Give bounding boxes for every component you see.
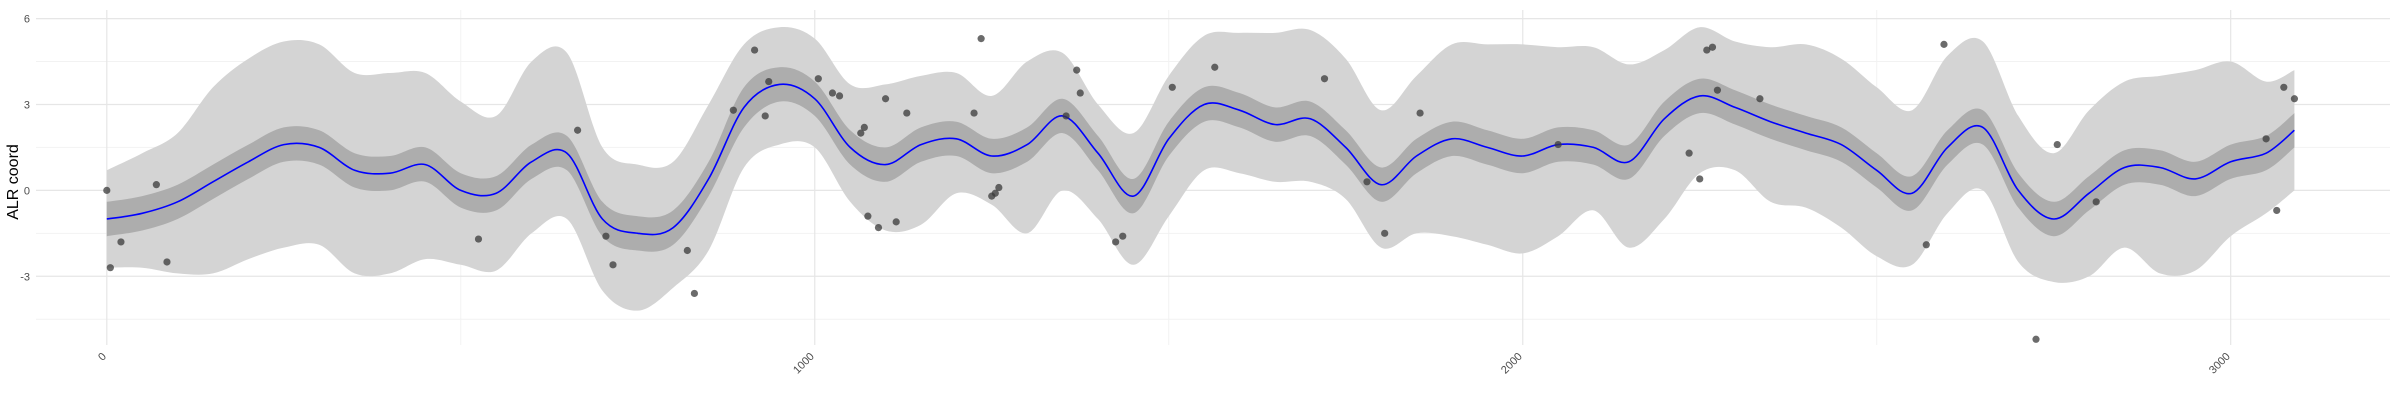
observation-point <box>977 35 985 43</box>
observation-point <box>474 235 483 243</box>
observation-point <box>573 126 582 134</box>
observation-point <box>1416 109 1424 117</box>
observation-point <box>857 129 865 137</box>
observation-point <box>1112 238 1120 246</box>
observation-point <box>1363 178 1371 186</box>
observation-point <box>1320 75 1329 83</box>
observation-point <box>765 77 773 86</box>
observation-point <box>881 95 890 103</box>
observation-point <box>690 289 699 298</box>
observation-point <box>2032 335 2040 343</box>
observation-point <box>1685 149 1693 157</box>
observation-point <box>1940 40 1948 48</box>
observation-point <box>1703 46 1711 54</box>
y-tick-label: 0 <box>24 185 30 197</box>
observation-point <box>1076 89 1084 97</box>
observation-point <box>2092 198 2100 206</box>
observation-point <box>609 261 617 269</box>
observation-point <box>1756 95 1764 103</box>
x-tick-label: 2000 <box>1499 351 1525 377</box>
observation-point <box>729 106 737 114</box>
observation-point <box>864 212 872 220</box>
mean-line-layer <box>106 83 2295 236</box>
observation-point <box>1713 86 1722 94</box>
y-tick-label: 3 <box>24 99 30 111</box>
observation-point <box>903 109 911 117</box>
confidence-bands <box>106 27 2295 311</box>
observation-point <box>152 181 160 189</box>
observation-point <box>1062 112 1070 120</box>
observation-point <box>1381 229 1389 237</box>
observation-point <box>683 246 691 255</box>
observation-point <box>1073 66 1081 74</box>
observation-point <box>163 258 171 266</box>
y-tick-label: -3 <box>20 271 30 283</box>
observation-point <box>995 183 1003 192</box>
observation-point <box>2262 135 2270 143</box>
observation-point <box>103 186 111 194</box>
observation-point <box>860 123 868 131</box>
observation-point <box>2280 83 2288 91</box>
x-tick-label: 1000 <box>791 351 817 377</box>
mean-line <box>106 83 2295 236</box>
observation-point <box>814 75 822 83</box>
observation-point <box>106 264 114 272</box>
observation-point <box>761 112 769 120</box>
observation-point <box>117 238 125 246</box>
observation-point <box>892 218 900 226</box>
observation-point <box>835 92 844 100</box>
observation-point <box>1119 232 1127 240</box>
observation-point <box>2273 206 2281 215</box>
x-tick-label: 3000 <box>2207 351 2233 377</box>
observation-point <box>2053 140 2061 149</box>
x-tick-label: 0 <box>96 351 109 364</box>
observation-point <box>970 109 978 117</box>
observation-point <box>602 232 610 240</box>
observation-point <box>1708 43 1717 51</box>
y-axis-label: ALR coord <box>5 144 22 220</box>
observation-point <box>1554 140 1562 149</box>
observation-point <box>1922 241 1930 249</box>
observation-point <box>1211 63 1219 71</box>
observation-point <box>1168 83 1176 91</box>
observation-point <box>2290 95 2299 103</box>
observation-point <box>750 46 759 54</box>
observation-points <box>103 35 2299 343</box>
inner-confidence-band <box>106 67 2295 252</box>
observation-point <box>828 89 837 97</box>
y-tick-label: 6 <box>24 14 30 26</box>
observation-point <box>1696 175 1704 183</box>
observation-point <box>874 224 883 232</box>
observation-point <box>991 189 999 197</box>
